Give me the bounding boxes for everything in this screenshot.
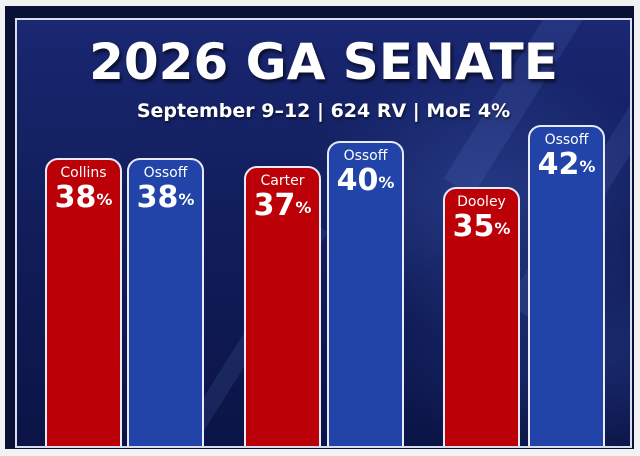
bar-collins: Collins 38% xyxy=(45,158,122,446)
bar-carter: Carter 37% xyxy=(244,166,321,446)
candidate-name: Collins xyxy=(60,165,107,181)
chart-subtitle: September 9–12 | 624 RV | MoE 4% xyxy=(136,100,511,122)
candidate-name: Ossoff xyxy=(544,132,589,148)
candidate-value: 40% xyxy=(336,163,395,198)
candidate-name: Ossoff xyxy=(343,148,388,164)
chart-panel: 2026 GA SENATE September 9–12 | 624 RV |… xyxy=(15,18,632,448)
chart-frame: 2026 GA SENATE September 9–12 | 624 RV |… xyxy=(5,6,634,449)
candidate-value: 35% xyxy=(452,209,511,244)
candidate-value: 42% xyxy=(537,147,596,182)
candidate-value: 37% xyxy=(253,188,312,223)
bar-ossoff-2: Ossoff 40% xyxy=(327,141,404,446)
candidate-value: 38% xyxy=(136,180,195,215)
chart-title: 2026 GA SENATE xyxy=(89,33,558,91)
bar-dooley: Dooley 35% xyxy=(443,187,520,446)
candidate-name: Dooley xyxy=(457,194,506,210)
candidate-name: Carter xyxy=(260,173,305,189)
candidate-value: 38% xyxy=(54,180,113,215)
bar-ossoff-1: Ossoff 38% xyxy=(127,158,204,446)
bar-ossoff-3: Ossoff 42% xyxy=(528,125,605,446)
candidate-name: Ossoff xyxy=(143,165,188,181)
